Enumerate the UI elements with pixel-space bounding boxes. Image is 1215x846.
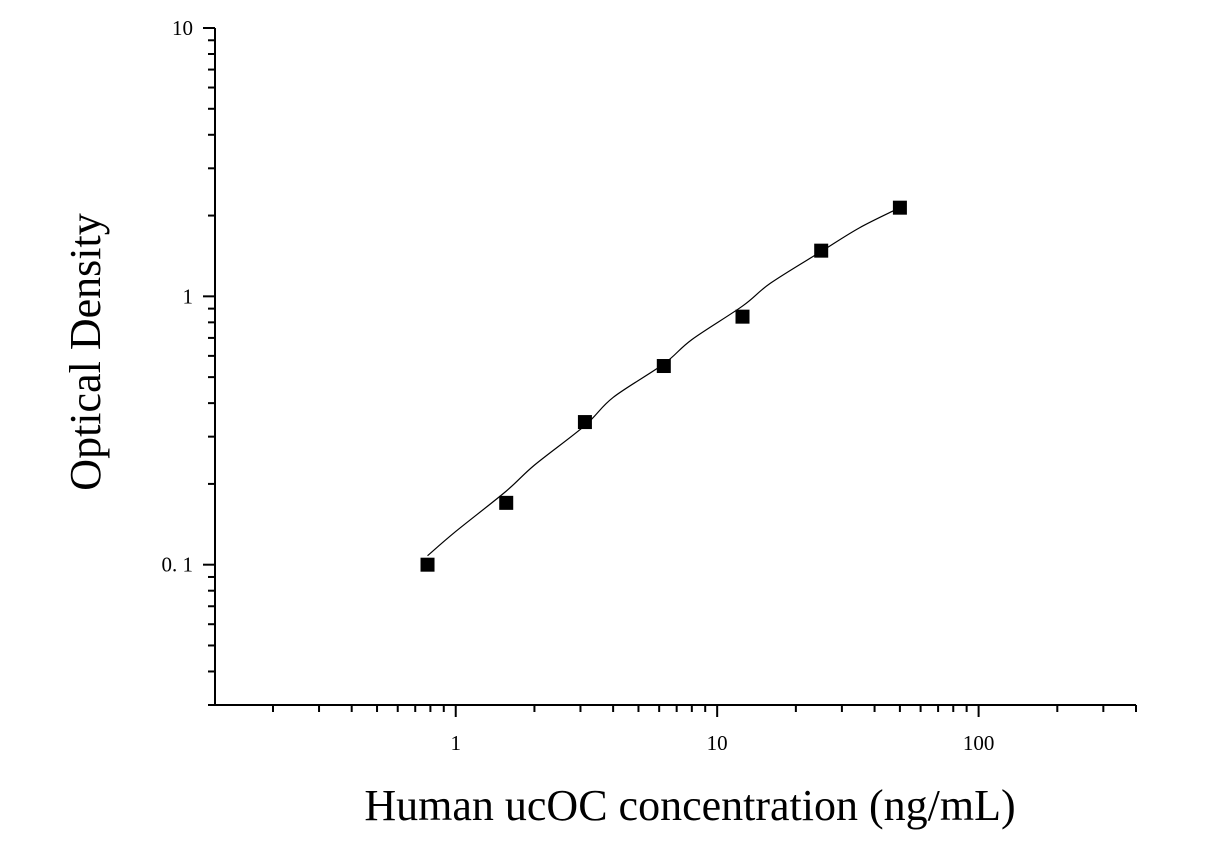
x-tick-label: 100 (963, 731, 995, 755)
x-axis-title: Human ucOC concentration (ng/mL) (364, 781, 1015, 830)
y-tick-label: 1 (183, 284, 194, 308)
x-tick-label: 10 (707, 731, 728, 755)
ticks (203, 27, 1137, 717)
fit-curve (427, 207, 901, 557)
data-point-marker (892, 200, 907, 215)
y-axis-title: Optical Density (61, 213, 110, 490)
data-markers (420, 200, 907, 572)
x-tick-label: 1 (450, 731, 461, 755)
data-point-marker (577, 415, 592, 430)
data-point-marker (814, 243, 829, 258)
data-point-marker (499, 495, 514, 510)
tick-labels: 1 10 100 0. 1 1 10 (162, 16, 995, 755)
y-tick-label: 0. 1 (162, 553, 194, 577)
data-point-marker (735, 309, 750, 324)
data-point-marker (420, 557, 435, 572)
axes (214, 28, 1136, 706)
y-tick-label: 10 (172, 16, 193, 40)
data-point-marker (656, 359, 671, 374)
